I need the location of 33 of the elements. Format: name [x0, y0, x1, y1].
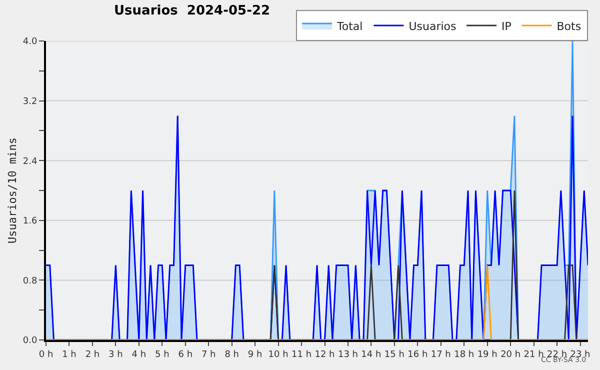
- legend-label: Usuarios: [408, 20, 457, 33]
- x-tick-label: 12 h: [314, 350, 335, 360]
- x-tick-label: 2 h: [85, 350, 100, 360]
- x-tick-label: 8 h: [224, 350, 239, 360]
- x-tick-label: 19 h: [477, 350, 498, 360]
- y-tick-label: 3.2: [22, 96, 38, 107]
- x-tick-label: 3 h: [108, 350, 123, 360]
- x-tick-label: 13 h: [338, 350, 358, 360]
- legend-label: IP: [502, 20, 512, 33]
- y-axis-title: Usuarios/10 mins: [6, 138, 20, 244]
- x-tick-label: 15 h: [384, 350, 404, 360]
- x-tick-label: 6 h: [178, 350, 193, 360]
- x-tick-label: 10 h: [268, 350, 288, 360]
- y-tick-label: 4.0: [22, 37, 38, 48]
- y-tick-label: 0.0: [22, 336, 38, 346]
- legend-label: Bots: [556, 20, 582, 33]
- x-tick-label: 9 h: [248, 350, 262, 360]
- x-tick-label: 4 h: [132, 350, 146, 360]
- x-tick-label: 7 h: [201, 350, 216, 360]
- x-tick-label: 20 h: [500, 350, 521, 360]
- y-tick-label: 0.8: [22, 276, 38, 286]
- x-tick-label: 5 h: [154, 350, 170, 360]
- x-tick-label: 18 h: [454, 350, 474, 360]
- x-tick-label: 17 h: [430, 350, 451, 360]
- y-tick-label: 1.6: [22, 216, 38, 227]
- x-tick-label: 1 h: [62, 350, 76, 360]
- x-tick-label: 11 h: [292, 350, 312, 360]
- x-tick-label: 14 h: [361, 350, 382, 360]
- x-tick-label: 16 h: [408, 350, 428, 360]
- x-tick-label: 0 h: [38, 350, 54, 360]
- y-tick-label: 2.4: [22, 156, 38, 167]
- chart-title: Usuarios 2024-05-22: [114, 4, 270, 19]
- legend-label: Total: [336, 20, 363, 33]
